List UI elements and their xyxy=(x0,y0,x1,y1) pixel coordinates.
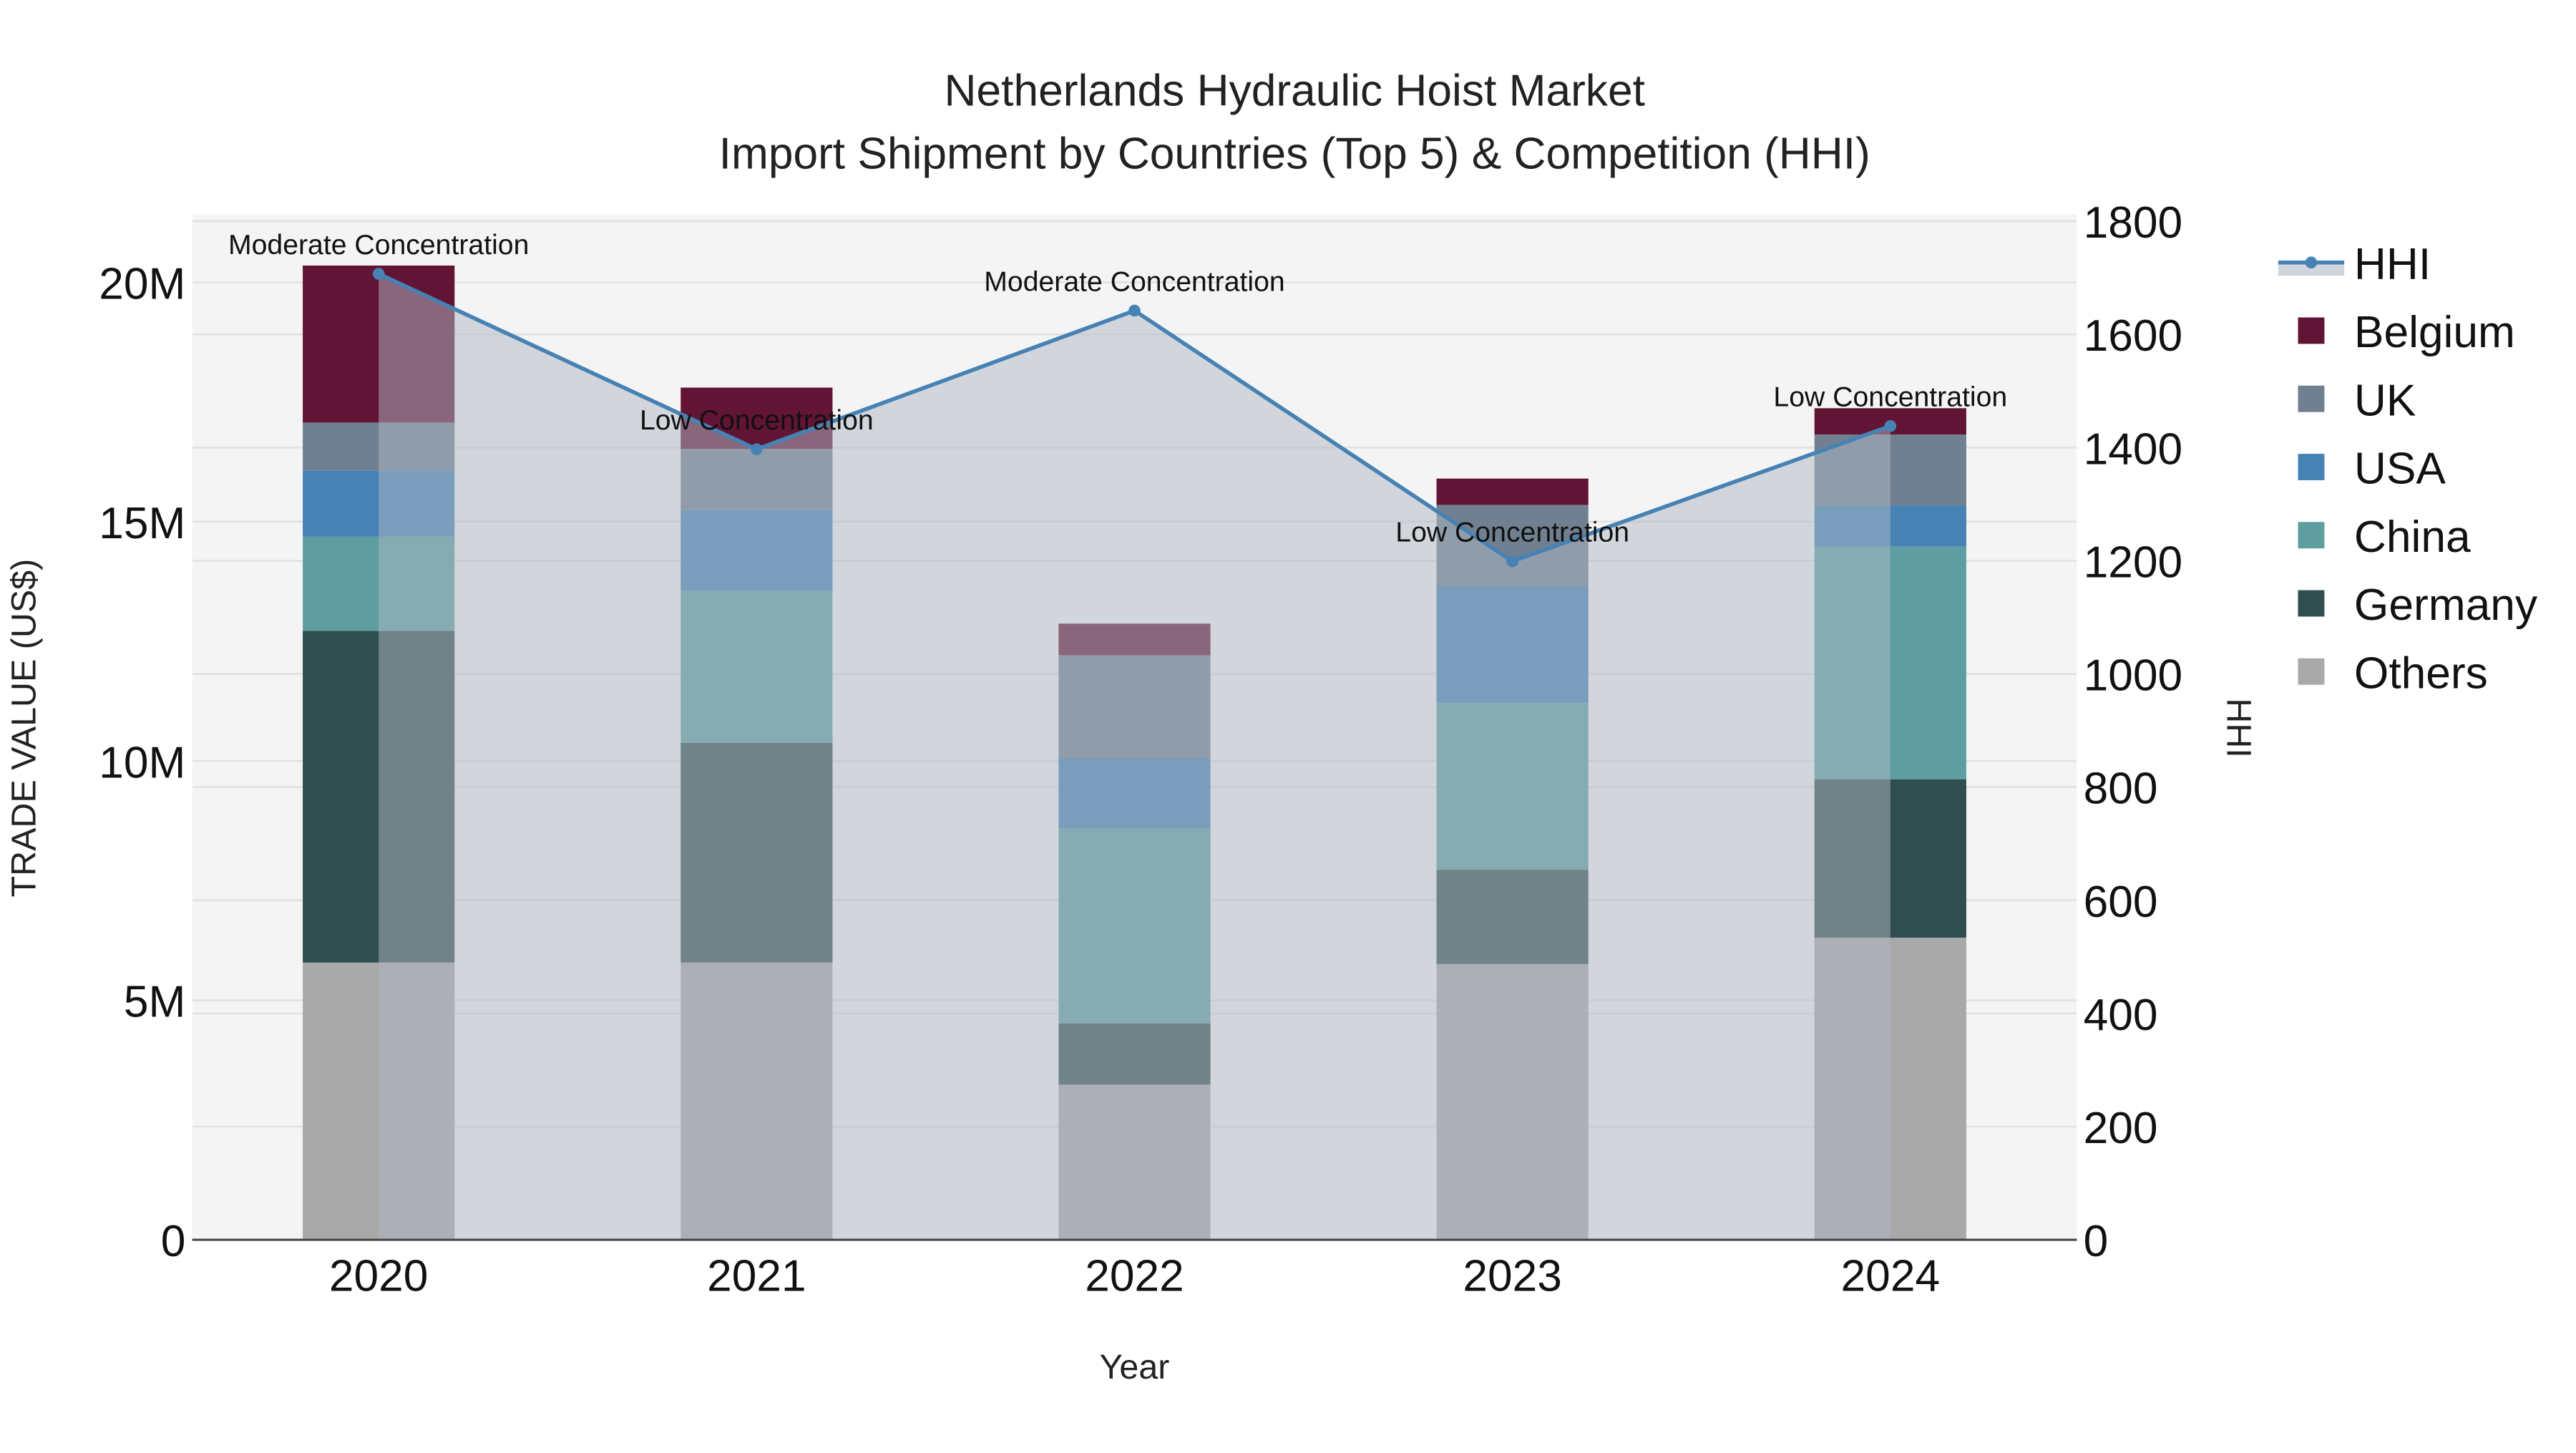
y2-tick-label: 1800 xyxy=(2084,198,2183,248)
y2-tick-label: 400 xyxy=(2084,991,2158,1040)
x-axis-ticks: 2020 2021 2022 2023 2024 xyxy=(329,1252,1940,1301)
hhi-area xyxy=(379,273,1890,1240)
hhi-annotation: Low Concentration xyxy=(1395,517,1629,548)
x-tick-label: 2020 xyxy=(329,1252,429,1301)
hhi-marker-2021[interactable] xyxy=(751,443,763,455)
legend-item-germany[interactable]: Germany xyxy=(2298,580,2538,630)
y-tick-label: 20M xyxy=(99,259,185,308)
hhi-annotations: Moderate Concentration Low Concentration M… xyxy=(228,230,2007,548)
legend-label: Others xyxy=(2354,648,2488,698)
y2-tick-label: 1400 xyxy=(2084,424,2183,474)
y-tick-label: 15M xyxy=(99,499,185,548)
legend-swatch-icon xyxy=(2298,658,2325,685)
legend-label: Germany xyxy=(2354,580,2538,630)
legend-item-hhi[interactable]: HHI xyxy=(2278,240,2431,289)
y-tick-label: 0 xyxy=(161,1217,186,1266)
legend-swatch-icon xyxy=(2298,454,2325,480)
x-tick-label: 2022 xyxy=(1085,1252,1184,1301)
hhi-area-fill xyxy=(379,273,1890,1240)
y2-tick-label: 800 xyxy=(2084,764,2158,814)
hhi-marker-2023[interactable] xyxy=(1506,555,1518,568)
hhi-marker-2024[interactable] xyxy=(1884,419,1897,432)
y-tick-label: 10M xyxy=(99,738,185,787)
x-tick-label: 2023 xyxy=(1463,1252,1562,1301)
legend-marker-icon xyxy=(2305,256,2318,269)
legend-label: HHI xyxy=(2354,240,2431,289)
legend-item-belgium[interactable]: Belgium xyxy=(2298,308,2515,357)
y-axis-ticks: 0 5M 10M 15M 20M xyxy=(99,259,185,1266)
legend: HHI Belgium UK USA China Germany Others xyxy=(2278,240,2538,698)
y2-axis-title: HHI xyxy=(2219,698,2258,757)
legend-item-china[interactable]: China xyxy=(2298,512,2471,562)
chart-subtitle: Import Shipment by Countries (Top 5) & C… xyxy=(719,129,1870,178)
legend-swatch-icon xyxy=(2298,385,2325,412)
legend-item-uk[interactable]: UK xyxy=(2298,376,2416,425)
y2-tick-label: 1200 xyxy=(2084,538,2183,587)
x-axis-title: Year xyxy=(1100,1348,1170,1386)
y2-tick-label: 1600 xyxy=(2084,311,2183,361)
y-axis-title: TRADE VALUE (US$) xyxy=(4,559,43,898)
y2-axis-ticks: 0 200 400 600 800 1000 1200 1400 1600 1800 xyxy=(2084,198,2183,1266)
legend-swatch-icon xyxy=(2298,522,2325,549)
legend-label: China xyxy=(2354,512,2471,562)
hhi-marker-2020[interactable] xyxy=(372,268,385,280)
y2-tick-label: 0 xyxy=(2084,1217,2109,1266)
hhi-line xyxy=(372,268,1897,568)
x-tick-label: 2021 xyxy=(707,1252,806,1301)
hhi-marker-2022[interactable] xyxy=(1128,304,1141,317)
x-tick-label: 2024 xyxy=(1841,1252,1941,1301)
y-tick-label: 5M xyxy=(124,978,186,1027)
y2-tick-label: 1000 xyxy=(2084,651,2183,701)
y2-tick-label: 600 xyxy=(2084,878,2158,927)
hhi-annotation: Moderate Concentration xyxy=(228,230,529,261)
hhi-annotation: Low Concentration xyxy=(640,405,874,436)
legend-swatch-icon xyxy=(2298,317,2325,344)
y2-tick-label: 200 xyxy=(2084,1104,2158,1153)
legend-label: USA xyxy=(2354,444,2446,494)
hhi-annotation: Low Concentration xyxy=(1773,382,2007,413)
legend-item-usa[interactable]: USA xyxy=(2298,444,2446,494)
legend-label: UK xyxy=(2354,376,2416,425)
legend-item-others[interactable]: Others xyxy=(2298,648,2488,698)
legend-label: Belgium xyxy=(2354,308,2515,357)
legend-swatch-icon xyxy=(2298,590,2325,617)
chart-title: Netherlands Hydraulic Hoist Market xyxy=(945,67,1645,116)
legend-area-swatch xyxy=(2278,262,2345,276)
hhi-annotation: Moderate Concentration xyxy=(984,266,1284,297)
bar-segment-belgium[interactable] xyxy=(1436,478,1589,505)
